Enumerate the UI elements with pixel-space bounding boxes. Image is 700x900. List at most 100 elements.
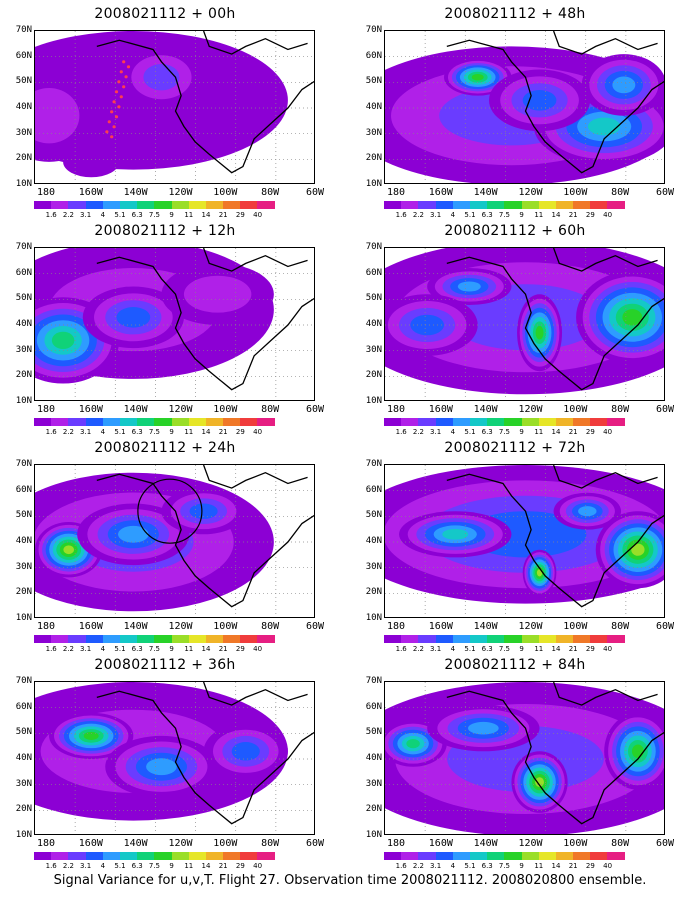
colorbar-swatch <box>85 635 103 643</box>
lat-label: 50N <box>365 727 382 738</box>
panel-title: 2008021112 + 84h <box>444 657 586 673</box>
colorbar-swatch <box>538 418 556 426</box>
colorbar-label: 14 <box>551 645 561 653</box>
observation-point <box>107 120 111 124</box>
colorbar-swatch <box>418 418 436 426</box>
colorbar-label: 1.6 <box>395 645 407 653</box>
colorbar-label: 3.1 <box>430 428 442 436</box>
colorbar-swatch <box>240 852 258 860</box>
colorbar-swatch <box>85 201 103 209</box>
colorbar-swatch <box>504 201 522 209</box>
colorbar-swatch <box>487 418 505 426</box>
colorbar-swatch <box>555 201 574 209</box>
map-panel: 2008021112 + 72h 70N 60N 50N 40N 30N 20N 10N 180… <box>350 440 680 655</box>
signal-contour <box>522 90 557 111</box>
map-area <box>34 247 315 401</box>
lon-label: 180 <box>386 838 406 849</box>
colorbar-swatch <box>418 201 436 209</box>
colorbar-label: 9 <box>519 645 524 653</box>
colorbar-label: 3.1 <box>80 428 92 436</box>
colorbar <box>384 418 625 426</box>
colorbar-label: 11 <box>534 645 544 653</box>
colorbar-swatch <box>469 852 488 860</box>
colorbar-label: 6.3 <box>131 211 143 219</box>
colorbar <box>34 418 275 426</box>
lon-label: 120W <box>168 621 193 632</box>
signal-contour <box>183 275 252 313</box>
colorbar-swatch <box>257 201 275 209</box>
colorbar-label: 5.1 <box>464 645 476 653</box>
coastline <box>552 682 658 706</box>
colorbar-label: 14 <box>551 211 561 219</box>
colorbar-label: 29 <box>235 862 245 870</box>
colorbar-swatch <box>401 201 419 209</box>
lat-label: 20N <box>365 370 382 381</box>
colorbar-swatch <box>188 635 206 643</box>
colorbar-swatch <box>607 635 625 643</box>
colorbar-swatch <box>555 852 574 860</box>
signal-contour <box>63 146 120 178</box>
lon-label: 180 <box>386 404 406 415</box>
colorbar-swatch <box>452 418 470 426</box>
colorbar-label: 29 <box>235 211 245 219</box>
lat-label: 60N <box>15 267 32 278</box>
colorbar-swatch <box>34 635 52 643</box>
lon-label: 120W <box>168 187 193 198</box>
colorbar-swatch <box>34 201 52 209</box>
colorbar-label: 5.1 <box>114 645 126 653</box>
colorbar-swatch <box>573 201 591 209</box>
lon-label: 140W <box>473 621 498 632</box>
colorbar-label: 4 <box>100 862 106 870</box>
lat-label: 60N <box>15 701 32 712</box>
colorbar-swatch <box>401 418 419 426</box>
lat-label: 40N <box>365 319 382 329</box>
lat-label: 20N <box>365 804 382 815</box>
map-svg <box>35 682 314 834</box>
signal-contour <box>116 307 151 328</box>
lon-label: 100W <box>213 838 238 849</box>
panel-title: 2008021112 + 12h <box>94 223 236 239</box>
colorbar-swatch <box>435 418 453 426</box>
colorbar-label: 5.1 <box>464 211 476 219</box>
observation-point <box>119 95 123 99</box>
signal-contour <box>578 506 597 517</box>
colorbar-label: 9 <box>519 862 524 870</box>
lat-label: 20N <box>15 587 32 598</box>
lon-label: 160W <box>78 404 103 415</box>
colorbar-swatch <box>223 418 241 426</box>
coastline <box>552 31 658 55</box>
colorbar-swatch <box>504 635 522 643</box>
observation-point <box>124 75 128 79</box>
colorbar-label: 5.1 <box>464 428 476 436</box>
colorbar-swatch <box>171 852 189 860</box>
map-panel: 2008021112 + 12h 70N 60N 50N 40N 30N 20N 10N 180… <box>0 223 330 438</box>
colorbar-label: 14 <box>201 862 211 870</box>
colorbar-swatch <box>469 418 488 426</box>
panel-title: 2008021112 + 36h <box>94 657 236 673</box>
colorbar-swatch <box>504 418 522 426</box>
signal-contour <box>83 731 99 740</box>
colorbar-label: 40 <box>603 862 613 870</box>
lat-label: 20N <box>15 370 32 381</box>
colorbar <box>384 635 625 643</box>
lon-label: 180 <box>36 187 56 198</box>
colorbar <box>384 852 625 860</box>
lat-label: 40N <box>365 102 382 112</box>
colorbar-swatch <box>34 418 52 426</box>
target-circle <box>137 478 203 544</box>
signal-contour <box>457 281 481 292</box>
colorbar-swatch <box>205 201 224 209</box>
observation-point <box>122 60 126 64</box>
colorbar-label: 1.6 <box>45 862 57 870</box>
colorbar-swatch <box>504 852 522 860</box>
map-svg <box>35 465 314 617</box>
lon-label: 180 <box>36 621 56 632</box>
colorbar-swatch <box>521 635 539 643</box>
colorbar-label: 9 <box>169 211 174 219</box>
lat-label: 70N <box>365 459 382 469</box>
colorbar-label: 14 <box>551 428 561 436</box>
colorbar-label: 4 <box>100 428 106 436</box>
colorbar-label: 3.1 <box>430 645 442 653</box>
lat-label: 50N <box>15 293 32 304</box>
colorbar-label: 11 <box>184 645 194 653</box>
